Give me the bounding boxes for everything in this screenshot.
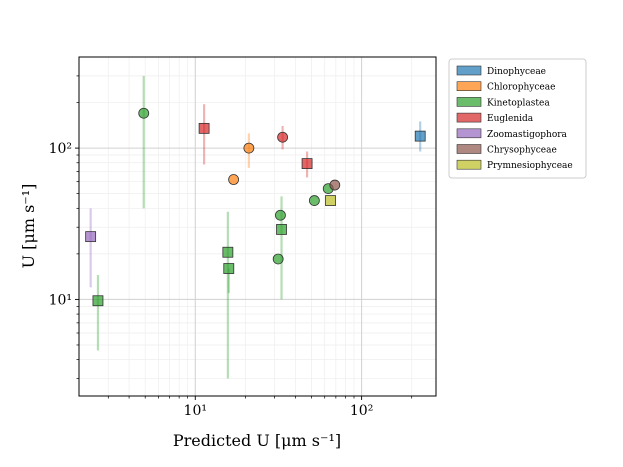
marker-square-prymnesiophyceae	[325, 195, 336, 206]
marker-circle-kinetoplastea	[275, 209, 286, 221]
marker-circle-chrysophyceae	[329, 179, 341, 191]
marker-square-kinetoplastea	[276, 224, 287, 235]
legend-swatch-euglenida	[456, 112, 482, 123]
legend-label-zoomastigophora: Zoomastigophora	[487, 130, 568, 140]
legend-swatch-chrysophyceae	[456, 144, 482, 154]
y-axis-label: U [μm s⁻¹]	[19, 184, 38, 269]
legend: Dinophyceae Chlorophyceae Kinetoplastea Eug…	[448, 58, 587, 179]
legend-label-kinetoplastea: Kinetoplastea	[487, 98, 550, 108]
legend-label-dinophyceae: Dinophyceae	[487, 67, 546, 77]
y-tick-label: 10¹	[49, 292, 72, 308]
grid	[79, 57, 436, 396]
x-tick-label: 10²	[350, 403, 373, 419]
marker-square-euglenida	[198, 122, 210, 134]
x-axis-label: Predicted U [μm s⁻¹]	[173, 431, 341, 450]
marker-square-kinetoplastea	[223, 263, 235, 274]
plot-frame	[78, 56, 437, 397]
axis-ticks: 10¹ 10² 10¹ 10²	[49, 75, 413, 419]
marker-circle-euglenida	[277, 131, 289, 143]
marker-square-dinophyceae	[414, 130, 426, 142]
error-bars	[89, 75, 422, 379]
marker-square-euglenida	[301, 158, 313, 169]
marker-circle-kinetoplastea	[138, 107, 150, 119]
marker-circle-chlorophyceae	[228, 174, 240, 185]
marker-square-zoomastigophora	[85, 231, 97, 243]
legend-frame	[448, 58, 587, 179]
legend-swatch-chlorophyceae	[456, 81, 482, 91]
legend-label-euglenida: Euglenida	[487, 114, 534, 124]
legend-swatch-zoomastigophora	[456, 128, 482, 139]
legend-label-chrysophyceae: Chrysophyceae	[487, 146, 557, 156]
data-markers	[85, 107, 426, 307]
y-tick-label: 10²	[49, 141, 72, 157]
marker-circle-chlorophyceae	[243, 142, 255, 154]
x-tick-label: 10¹	[184, 403, 207, 419]
legend-swatch-prymnesiophyceae	[456, 159, 482, 170]
legend-swatch-dinophyceae	[456, 65, 482, 76]
legend-swatch-kinetoplastea	[456, 97, 482, 107]
marker-circle-kinetoplastea	[272, 253, 284, 265]
marker-circle-kinetoplastea	[308, 195, 320, 206]
legend-label-chlorophyceae: Chlorophyceae	[487, 83, 555, 93]
marker-square-kinetoplastea	[92, 295, 104, 307]
marker-square-kinetoplastea	[222, 246, 234, 258]
legend-label-prymnesiophyceae: Prymnesiophyceae	[487, 161, 573, 171]
